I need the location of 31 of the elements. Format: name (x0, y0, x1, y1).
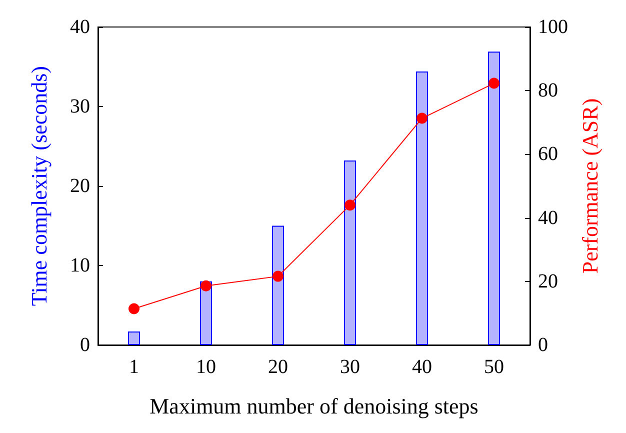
y2-tick-label: 80 (538, 80, 558, 102)
x-tick-label: 10 (196, 356, 216, 378)
y2-tick-label: 0 (538, 334, 548, 356)
y2-tick-label: 100 (538, 16, 568, 38)
point (488, 78, 500, 89)
bar (128, 331, 140, 345)
x-tick-label: 40 (412, 356, 432, 378)
point (128, 303, 140, 314)
bar (416, 72, 428, 345)
y-axis-title: Time complexity (seconds) (26, 66, 52, 306)
y2-axis-title: Performance (ASR) (577, 98, 602, 274)
y2-tick-label: 60 (538, 143, 558, 166)
y-tick-label: 20 (70, 175, 90, 197)
x-tick-label: 1 (129, 356, 139, 378)
x-tick-label: 30 (340, 356, 360, 378)
y-tick-label: 30 (70, 96, 90, 118)
x-axis-title: Maximum number of denoising steps (150, 394, 478, 418)
point (272, 270, 284, 282)
y-tick-label: 0 (80, 334, 90, 356)
bar (272, 226, 284, 345)
point (200, 280, 212, 292)
bar (344, 160, 356, 345)
y-tick-label: 40 (70, 16, 90, 38)
y2-tick-label: 40 (538, 206, 558, 229)
y2-tick-label: 20 (538, 270, 558, 292)
y-tick-label: 10 (70, 254, 90, 276)
x-tick-label: 20 (268, 356, 288, 378)
point (416, 112, 428, 124)
x-tick-label: 50 (484, 356, 504, 378)
point (344, 200, 356, 211)
bar (488, 52, 500, 345)
